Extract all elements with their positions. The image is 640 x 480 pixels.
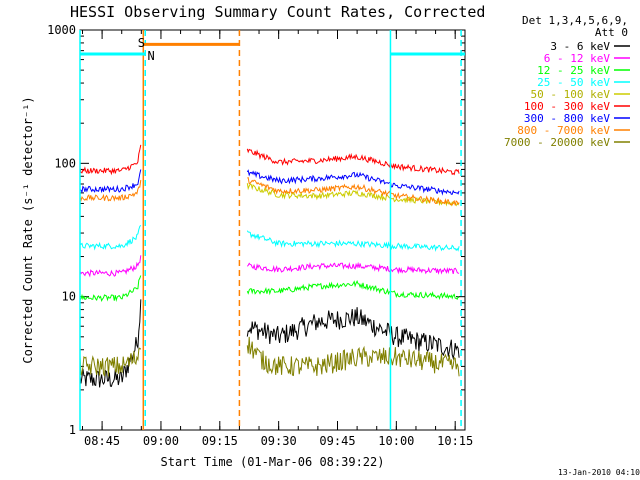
series-line-3-6-kev (79, 299, 142, 388)
series-line-25-50-kev (79, 224, 142, 251)
marker-label: S (138, 36, 145, 50)
series-line-12-25-kev (79, 275, 142, 303)
legend-entry-label: 300 - 800 keV (524, 112, 610, 125)
legend-entry-label: 7000 - 20000 keV (504, 136, 610, 149)
legend-entry-label: 100 - 300 keV (524, 100, 610, 113)
series-line-300-800-kev (246, 169, 460, 196)
x-tick-label: 09:45 (319, 434, 355, 448)
series-line-50-100-kev (246, 183, 460, 207)
y-tick-label: 1000 (47, 23, 76, 37)
x-tick-label: 10:00 (378, 434, 414, 448)
legend-header: Att 0 (595, 26, 628, 39)
series-line-6-12-kev (246, 261, 460, 275)
legend-entry-label: 3 - 6 keV (550, 40, 610, 53)
x-axis-label: Start Time (01-Mar-06 08:39:22) (161, 455, 385, 469)
series-line-3-6-kev (246, 307, 460, 361)
y-tick-label: 10 (62, 290, 76, 304)
series-line-7000-20000-kev (246, 336, 460, 377)
x-tick-label: 08:45 (84, 434, 120, 448)
y-tick-label: 1 (69, 423, 76, 437)
series-line-800-7000-kev (79, 179, 142, 203)
series-line-100-300-kev (79, 144, 142, 176)
x-tick-label: 10:15 (437, 434, 473, 448)
legend-header: Det 1,3,4,5,6,9, (522, 14, 628, 27)
x-tick-label: 09:00 (143, 434, 179, 448)
plot-area: 1 10 100 1000 08:45 09:00 09:15 09:30 09:45 10:00… (21, 23, 473, 469)
legend-entry-label: 800 - 7000 keV (517, 124, 610, 137)
timestamp-label: 13-Jan-2010 04:10 (558, 468, 640, 477)
series-line-7000-20000-kev (79, 347, 142, 377)
series-line-25-50-kev (246, 230, 460, 253)
y-axis-label: Corrected Count Rate (s⁻¹ detector⁻¹) (21, 96, 35, 363)
x-tick-label: 09:30 (261, 434, 297, 448)
legend-entry-label: 25 - 50 keV (537, 76, 610, 89)
legend-entry-label: 6 - 12 keV (544, 52, 611, 65)
y-tick-label: 100 (54, 156, 76, 170)
legend-entry-label: 50 - 100 keV (531, 88, 611, 101)
series-line-6-12-kev (79, 255, 142, 278)
series-line-12-25-kev (246, 279, 460, 301)
series-line-100-300-kev (246, 148, 460, 176)
chart-title: HESSI Observing Summary Count Rates, Cor… (70, 3, 485, 21)
series-line-300-800-kev (79, 169, 142, 194)
x-tick-label: 09:15 (202, 434, 238, 448)
legend-entry-label: 12 - 25 keV (537, 64, 610, 77)
marker-label: N (148, 49, 155, 63)
series-line-800-7000-kev (247, 176, 460, 206)
